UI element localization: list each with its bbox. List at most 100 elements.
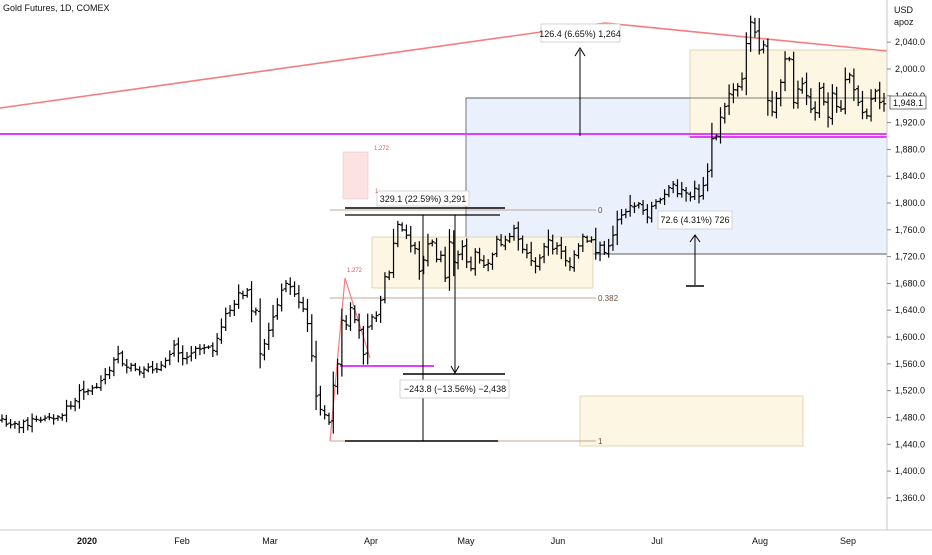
price-bar [163, 357, 168, 369]
price-bar [128, 362, 134, 372]
highlight-box-red[interactable] [342, 151, 369, 200]
price-bar [94, 382, 99, 389]
time-tick-label: Feb [174, 536, 190, 546]
price-bar [430, 239, 435, 247]
fib-level-1272-label-b: 1.272 [347, 268, 363, 274]
price-bar [722, 102, 728, 124]
price-bar [369, 314, 375, 330]
time-tick-label: Mar [262, 536, 278, 546]
range-box-target[interactable] [579, 395, 804, 447]
measure-range-label[interactable]: 329.1 (22.59%) 3,291 [380, 194, 467, 204]
price-bar [421, 255, 426, 275]
range-box-top[interactable] [689, 49, 888, 138]
price-axis-unit: apoz [894, 17, 914, 27]
price-bar [25, 417, 31, 431]
price-bar [214, 333, 220, 356]
price-bar [0, 414, 5, 423]
price-bar [516, 221, 521, 251]
price-bar [283, 280, 289, 293]
price-bar [769, 90, 775, 117]
price-bar [610, 225, 616, 251]
price-bar [795, 80, 801, 109]
price-bar [774, 92, 779, 119]
price-bar [494, 235, 499, 258]
price-bar [305, 298, 310, 333]
price-bar [202, 343, 207, 355]
price-bar [546, 229, 551, 256]
price-bar [567, 257, 573, 271]
price-bar [838, 100, 844, 112]
price-bar [606, 238, 611, 258]
price-bar [34, 415, 39, 422]
price-bar [868, 89, 874, 122]
price-bar [632, 202, 637, 214]
price-bar [197, 344, 203, 356]
price-bar [219, 318, 224, 344]
annotation-layer: 126.4 (6.65%) 1,264 329.1 (22.59%) 3,291… [3, 3, 733, 446]
time-tick-label: May [457, 536, 475, 546]
time-tick-label: Apr [364, 536, 378, 546]
price-tick-label: 1,560.0 [895, 359, 925, 369]
price-bar [550, 234, 555, 255]
swing-line[interactable] [329, 277, 371, 442]
price-tick-label: 1,800.0 [895, 198, 925, 208]
price-bar [399, 222, 405, 232]
price-bar [533, 257, 538, 274]
price-bar [103, 368, 108, 385]
price-bar [42, 415, 48, 422]
price-bar [481, 255, 487, 269]
price-bar [541, 242, 547, 264]
price-bar [434, 237, 439, 263]
price-bar [180, 345, 185, 366]
time-axis[interactable]: 2020 Feb Mar Apr May Jun Jul Aug Sep [0, 529, 932, 546]
price-bar [658, 197, 663, 204]
price-bar [821, 82, 826, 106]
price-bar [189, 345, 194, 362]
measure-up-arrowhead [574, 47, 586, 57]
price-bar [615, 210, 620, 246]
price-bar [176, 337, 181, 363]
measure-top-label-box [540, 23, 621, 43]
price-bar [580, 233, 586, 253]
price-bar [864, 108, 869, 120]
price-bar [249, 281, 254, 323]
measure-right-label[interactable]: 72.6 (4.31%) 726 [660, 215, 729, 225]
price-bar [524, 243, 530, 259]
measure-right-arrowhead [689, 234, 701, 243]
price-bar [825, 92, 831, 128]
price-tick-label: 1,680.0 [895, 278, 925, 288]
price-bar [296, 285, 302, 309]
price-bar [266, 322, 271, 350]
measure-top-label[interactable]: 126.4 (6.65%) 1,264 [539, 29, 621, 39]
price-bar [365, 313, 370, 365]
price-bar [761, 40, 766, 54]
price-tick-label: 1,400.0 [895, 466, 925, 476]
price-bar [223, 307, 228, 332]
price-bar [98, 375, 104, 391]
measure-drop-label[interactable]: −243.8 (−13.56%) −2,438 [404, 384, 506, 394]
price-bar [576, 243, 581, 259]
price-tick-label: 1,640.0 [895, 305, 925, 315]
price-bar [735, 83, 740, 97]
price-bar [292, 281, 297, 297]
price-bar [791, 51, 796, 109]
trendline-upper[interactable] [0, 22, 888, 109]
price-bar [158, 361, 164, 372]
price-bar [709, 122, 715, 178]
price-bar [81, 380, 86, 400]
price-bar [17, 420, 22, 434]
price-bar [374, 311, 379, 323]
price-axis[interactable]: USD apoz 2,040.02,000.01,960.01,920.01,8… [886, 0, 927, 530]
price-bar [47, 412, 52, 421]
price-bar [503, 235, 508, 251]
price-bar [619, 209, 624, 225]
price-bar [210, 342, 216, 358]
price-bar [391, 228, 396, 279]
price-bar [442, 246, 448, 282]
price-bar [477, 247, 482, 264]
range-box-consolidation[interactable] [371, 236, 594, 289]
price-bar [270, 304, 276, 338]
price-tick-label: 1,840.0 [895, 171, 925, 181]
